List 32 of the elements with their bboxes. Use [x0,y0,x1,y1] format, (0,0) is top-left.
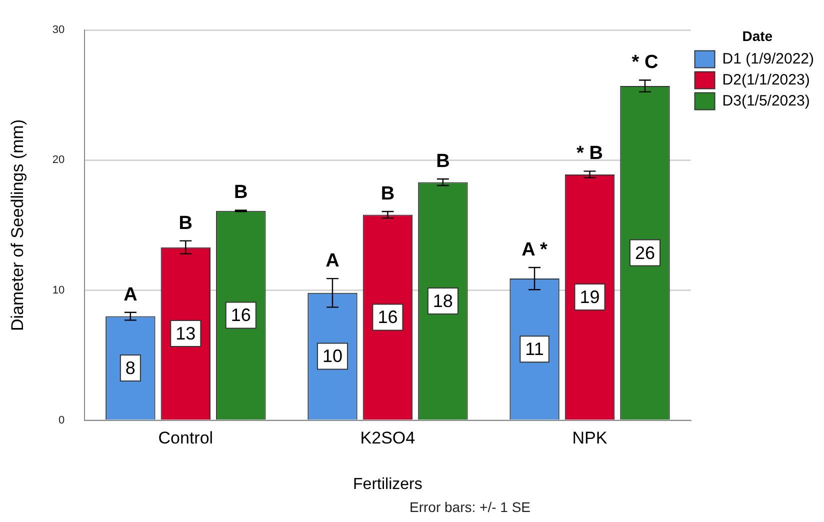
annotation: A [326,250,340,272]
annotation: B [234,182,248,204]
data-label: 16 [230,305,251,326]
legend-label: D1 (1/9/2022) [722,50,814,68]
y-tick-label: 20 [52,154,65,166]
data-label: 18 [432,290,453,311]
y-tick-label: 0 [58,414,65,426]
annotation: B [380,184,395,205]
y-tick-label: 30 [52,24,65,36]
x-tick-label: Control [158,428,214,448]
annotation: * B [576,143,603,164]
legend-label: D2(1/1/2023) [722,71,810,88]
legend-label: D3(1/5/2023) [722,92,810,110]
x-tick-label: K2SO4 [360,428,416,448]
annotation: B [436,151,450,172]
data-label: 16 [378,307,398,328]
data-label: 26 [634,242,655,263]
annotation: A * [522,239,548,260]
legend-title: Date [742,28,773,44]
data-label: 13 [176,323,196,344]
x-axis-title: Fertilizers [353,476,422,493]
y-axis-title: Diameter of Seedlings (mm) [8,119,27,332]
annotation: B [178,212,193,234]
y-tick-label: 10 [52,284,65,296]
data-label: 8 [125,358,136,378]
data-label: 11 [525,339,544,360]
data-label: 10 [322,346,342,366]
text: Error bars: +/- 1 SE [410,499,530,515]
x-tick-label: NPK [572,428,608,448]
annotation: A [124,284,138,306]
data-label: 19 [580,287,600,308]
annotation: * C [632,52,658,74]
